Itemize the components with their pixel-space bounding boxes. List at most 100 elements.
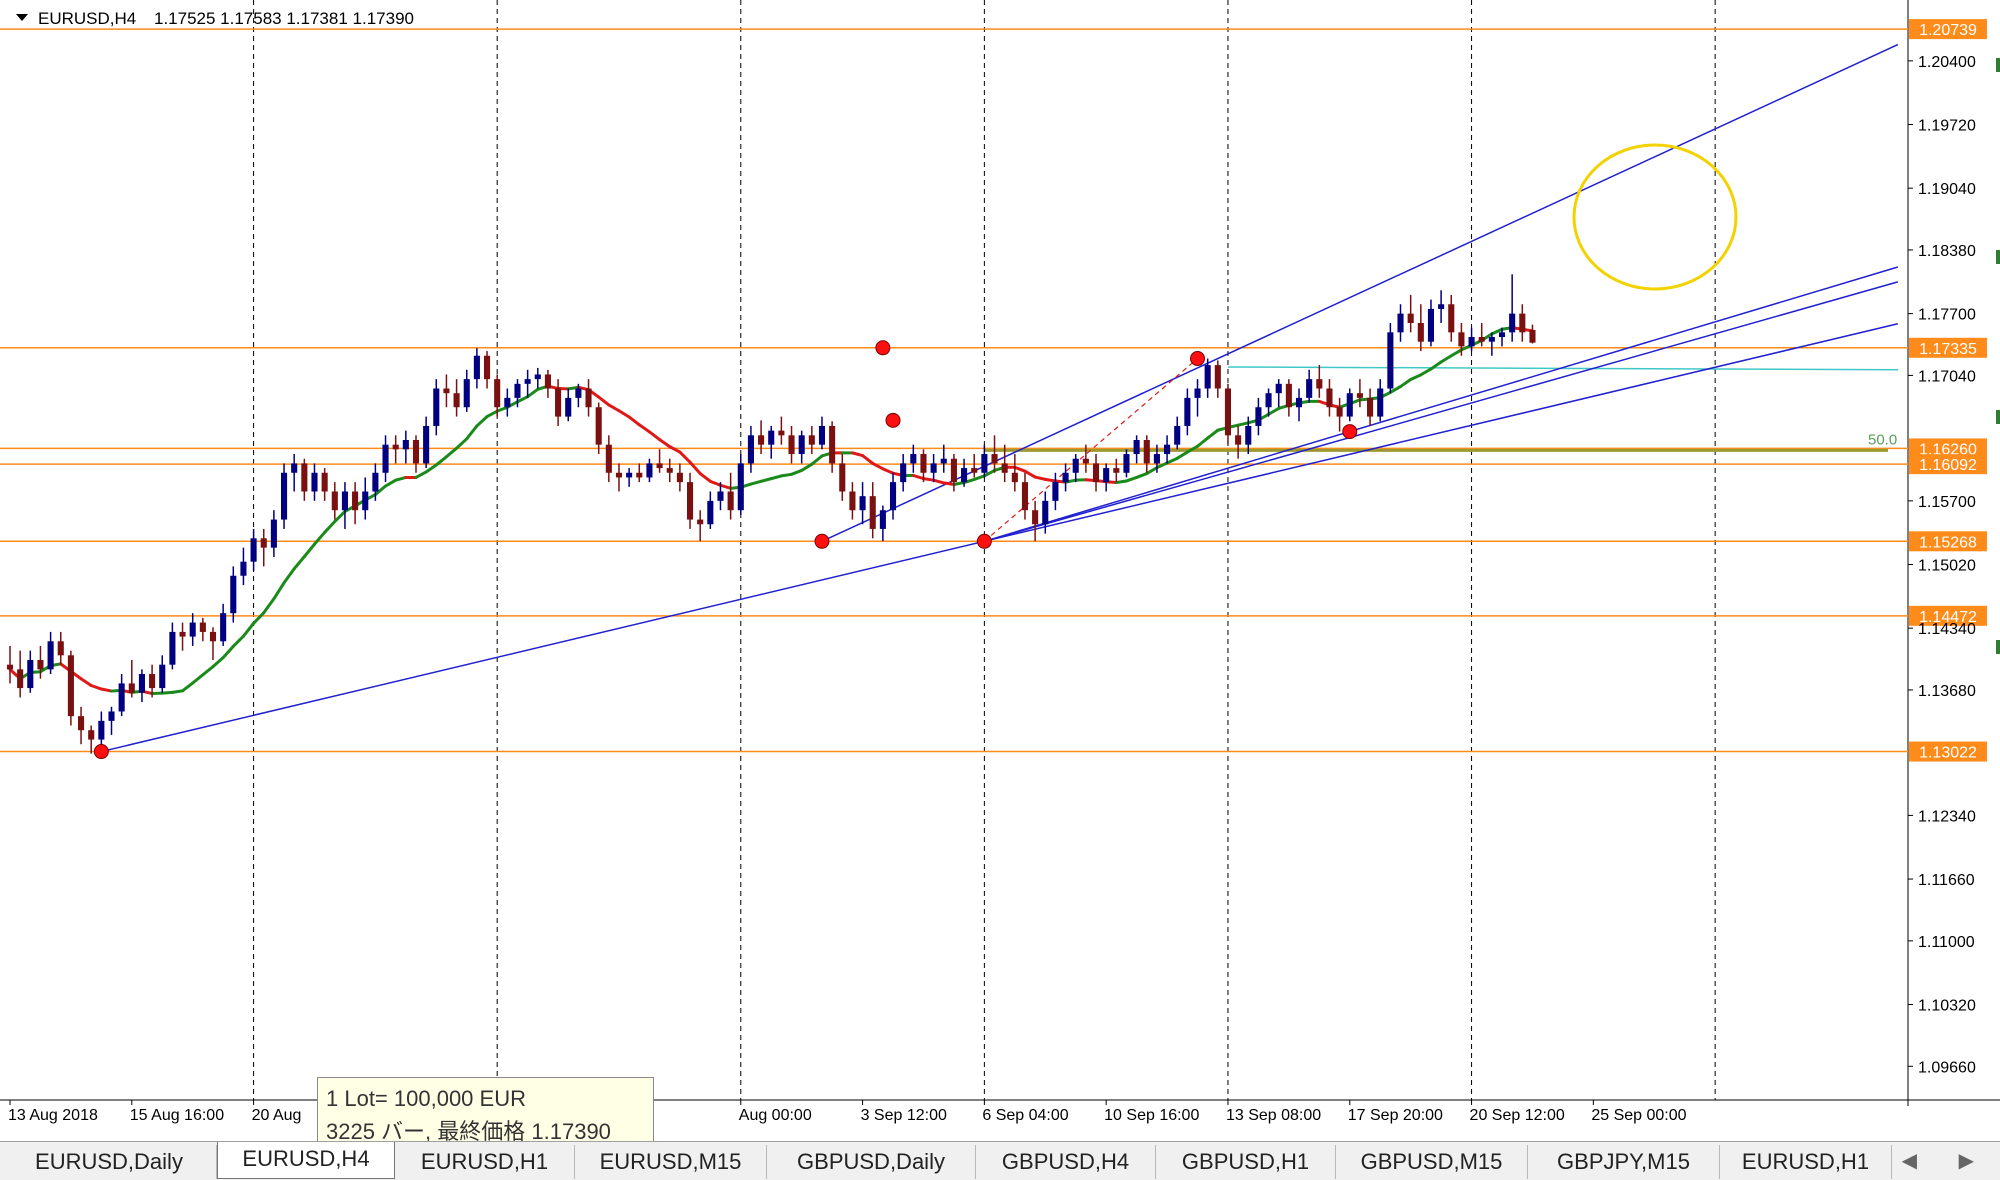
candle-body xyxy=(200,623,206,632)
symbol-label: EURUSD,H4 xyxy=(38,9,136,28)
candle-body xyxy=(697,520,703,525)
ma-segment xyxy=(467,426,477,439)
ma-segment xyxy=(639,425,649,432)
swing-point-marker xyxy=(876,341,890,355)
side-indicator-mark xyxy=(1996,58,2000,72)
candle-body xyxy=(393,445,399,450)
candle-body xyxy=(108,711,114,720)
ma-segment xyxy=(335,511,345,521)
tab-eurusd-daily[interactable]: EURUSD,Daily xyxy=(2,1145,217,1179)
ma-segment xyxy=(649,432,659,440)
candle-body xyxy=(1123,454,1129,473)
ma-segment xyxy=(243,623,253,636)
price-chart[interactable]: 50.0 1.207391.173351.162601.160921.15268… xyxy=(0,0,2000,1141)
ma-segment xyxy=(852,453,862,456)
price-tick-label: 1.17040 xyxy=(1918,368,1976,385)
price-tick-label: 1.15700 xyxy=(1918,494,1976,511)
candle-body xyxy=(1144,440,1150,463)
time-tick-label: 25 Sep 00:00 xyxy=(1591,1107,1686,1124)
candle-body xyxy=(301,463,307,491)
ma-segment xyxy=(91,685,101,689)
candle-body xyxy=(799,435,805,454)
chart-grid xyxy=(0,0,2000,1106)
moving-average xyxy=(10,328,1532,694)
ma-segment xyxy=(426,465,436,472)
tab-eurusd-h4[interactable]: EURUSD,H4 xyxy=(217,1142,395,1179)
candle-body xyxy=(1276,384,1282,393)
candle-body xyxy=(261,538,267,547)
candle-body xyxy=(48,641,54,669)
candle-body xyxy=(829,426,835,463)
price-tick-label: 1.19720 xyxy=(1918,118,1976,135)
candle-body xyxy=(788,435,794,454)
ma-segment xyxy=(386,480,396,486)
price-tick-label: 1.19040 xyxy=(1918,181,1976,198)
ma-segment xyxy=(457,439,467,448)
candle-body xyxy=(322,473,328,492)
side-indicator-mark xyxy=(1996,250,2000,264)
candle-body xyxy=(606,445,612,473)
candle-body xyxy=(657,463,663,468)
tab-eurusd-h1[interactable]: EURUSD,H1 xyxy=(395,1145,575,1179)
candle-body xyxy=(1448,304,1454,332)
candle-body xyxy=(778,431,784,436)
candle-body xyxy=(555,389,561,417)
candle-body xyxy=(1397,314,1403,333)
candle-body xyxy=(646,463,652,477)
price-tick-label: 1.14340 xyxy=(1918,621,1976,638)
ma-segment xyxy=(1167,458,1177,463)
ma-segment xyxy=(1208,430,1218,438)
swing-point-marker xyxy=(977,534,991,548)
time-tick-label: 3 Sep 12:00 xyxy=(861,1107,947,1124)
tab-gbpusd-h1[interactable]: GBPUSD,H1 xyxy=(1156,1145,1336,1179)
candle-body xyxy=(372,473,378,492)
candle-body xyxy=(717,491,723,500)
tab-scroll-arrows-icon[interactable]: ◀ ▶ xyxy=(1902,1148,1992,1173)
candle-body xyxy=(961,468,967,482)
candle-body xyxy=(423,426,429,463)
candle-body xyxy=(1326,389,1332,408)
tab-eurusd-h1[interactable]: EURUSD,H1 xyxy=(1720,1145,1892,1179)
tab-eurusd-m15[interactable]: EURUSD,M15 xyxy=(575,1145,767,1179)
ma-segment xyxy=(812,456,822,464)
price-tick-label: 1.09660 xyxy=(1918,1059,1976,1076)
ma-segment xyxy=(1198,438,1208,446)
target-ellipse xyxy=(1574,145,1736,289)
ma-segment xyxy=(1411,375,1421,380)
candle-body xyxy=(281,473,287,520)
candle-body xyxy=(484,356,490,379)
candle-body xyxy=(1499,332,1505,337)
candle-body xyxy=(139,674,145,693)
ohlc-readout: 1.17525 1.17583 1.17381 1.17390 xyxy=(154,9,414,28)
tab-gbpjpy-m15[interactable]: GBPJPY,M15 xyxy=(1528,1145,1720,1179)
ma-segment xyxy=(599,397,609,405)
candle-body xyxy=(119,683,125,711)
candle-body xyxy=(860,496,866,510)
tab-gbpusd-m15[interactable]: GBPUSD,M15 xyxy=(1336,1145,1528,1179)
candle-body xyxy=(596,407,602,444)
tab-gbpusd-h4[interactable]: GBPUSD,H4 xyxy=(976,1145,1156,1179)
ma-segment xyxy=(1401,380,1411,387)
candle-body xyxy=(819,426,825,445)
candle-body xyxy=(1529,330,1535,343)
ma-segment xyxy=(183,683,193,691)
candle-body xyxy=(1225,389,1231,436)
candle-body xyxy=(1489,337,1495,342)
candle-body xyxy=(1255,407,1261,426)
ma-segment xyxy=(1441,356,1451,362)
candle-body xyxy=(525,379,531,384)
candle-body xyxy=(839,463,845,491)
candle-body xyxy=(951,459,957,482)
candle-body xyxy=(900,463,906,482)
tab-gbpusd-daily[interactable]: GBPUSD,Daily xyxy=(767,1145,976,1179)
candle-body xyxy=(728,491,734,510)
candle-body xyxy=(677,473,683,482)
ma-segment xyxy=(193,675,203,683)
side-indicator-mark xyxy=(1996,640,2000,654)
level-price-label: 1.17335 xyxy=(1919,341,1977,358)
price-axis: 1.207391.173351.162601.160921.152681.144… xyxy=(1908,19,1987,1076)
candle-body xyxy=(1032,510,1038,524)
chart-menu-triangle-icon[interactable] xyxy=(16,14,28,21)
candle-body xyxy=(667,468,673,473)
ma-segment xyxy=(1126,477,1136,481)
